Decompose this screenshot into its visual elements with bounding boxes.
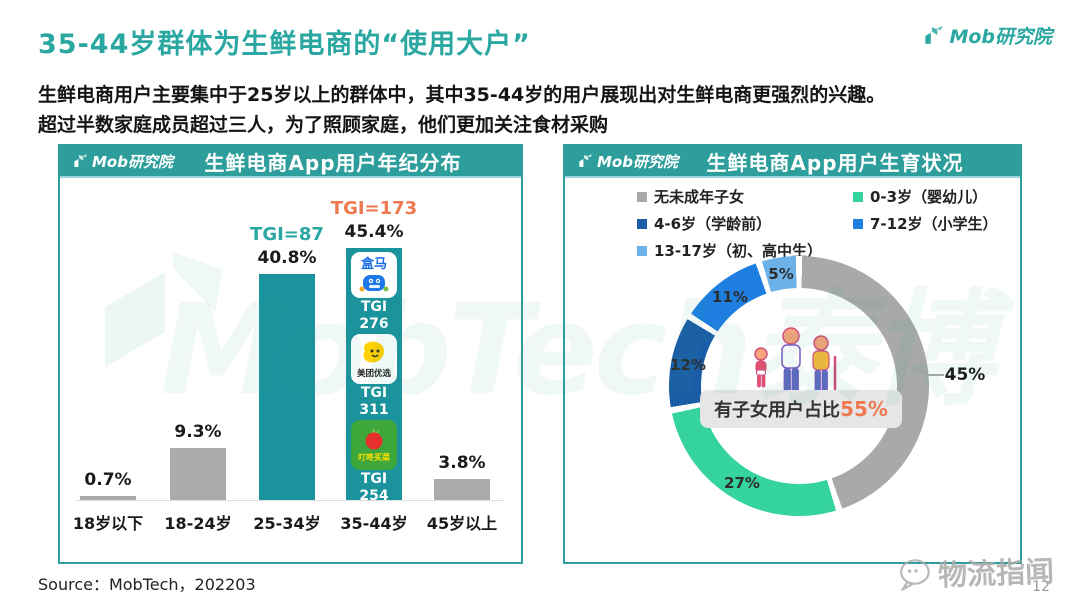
bar-group-35-44: TGI=173 45.4% 盒马 TGI 276 美团优选 TGI 311 (331, 198, 417, 500)
logistics-watermark-text: 物流指闻 (937, 554, 1055, 593)
bar-value-label: 0.7% (84, 470, 132, 490)
center-annotation-value: 55% (840, 397, 888, 421)
bar-value-label: 40.8% (257, 247, 317, 268)
x-tick-under18: 18岁以下 (72, 514, 144, 533)
legend-label: 0-3岁（婴幼儿） (870, 188, 988, 206)
legend-item-13-17: 13-17岁（初、高中生） (637, 240, 822, 261)
x-tick-35-44: 35-44岁 (340, 514, 408, 533)
legend-item-no-children: 无未成年子女 (637, 186, 822, 207)
legend-swatch-gray (637, 191, 647, 202)
left-chart-title: 生鲜电商App用户年纪分布 (204, 150, 462, 175)
bar-group-25-34: TGI=87 40.8% (249, 224, 325, 500)
right-panel-brand: Mob研究院 (577, 151, 678, 172)
slice-label-7-12: 11% (712, 288, 748, 306)
meituan-kangaroo-icon (363, 341, 385, 363)
slice-label-0-3: 27% (724, 474, 760, 492)
legend-swatch-green (853, 191, 863, 202)
legend-swatch-lightblue (637, 245, 647, 256)
subtitle-line-1: 生鲜电商用户主要集中于25岁以上的群体中，其中35-44岁的用户展现出对生鲜电商… (38, 84, 886, 106)
left-panel-brand-name: Mob研究院 (92, 152, 173, 171)
right-panel-brand-name: Mob研究院 (597, 152, 678, 171)
bar-under18 (80, 496, 136, 500)
hema-tgi-value: 276 (359, 316, 389, 333)
page-subtitle: 生鲜电商用户主要集中于25岁以上的群体中，其中35-44岁的用户展现出对生鲜电商… (38, 80, 1050, 141)
dingdong-tgi-value: 254 (359, 488, 389, 500)
legend-swatch-darkblue (637, 218, 647, 229)
bar-35-44: 盒马 TGI 276 美团优选 TGI 311 叮咚买菜 TGI (346, 248, 402, 500)
slice-label-13-17: 5% (768, 265, 794, 283)
donut-chart: 无未成年子女 4-6岁（学龄前） 13-17岁（初、高中生） 0-3岁（婴幼儿） (565, 178, 1020, 560)
logistics-watermark: 物流指闻 (897, 548, 1055, 595)
left-panel-header: Mob研究院 生鲜电商App用户年纪分布 (60, 146, 521, 178)
legend-label: 7-12岁（小学生） (870, 215, 998, 233)
legend-label: 13-17岁（初、高中生） (654, 242, 822, 260)
x-axis-line (76, 500, 505, 501)
meituan-tgi-title: TGI (360, 385, 388, 402)
dingdong-radish-icon (365, 428, 383, 450)
dingdong-app-icon: 叮咚买菜 (351, 420, 397, 471)
bar-value-label: 3.8% (438, 452, 486, 473)
hema-app-icon: 盒马 (351, 252, 397, 299)
legend-column-2: 0-3岁（婴幼儿） 7-12岁（小学生） (853, 186, 998, 234)
legend-item-4-6: 4-6岁（学龄前） (637, 213, 822, 234)
meituan-tgi-value: 311 (359, 402, 389, 419)
legend-item-7-12: 7-12岁（小学生） (853, 213, 998, 234)
family-icon (754, 327, 837, 397)
right-chart-title: 生鲜电商App用户生育状况 (706, 150, 964, 175)
source-note: Source：MobTech，202203 (38, 575, 256, 594)
hema-tgi-title: TGI (360, 299, 388, 316)
donut-hole (701, 288, 897, 484)
brand-logo: Mob研究院 (922, 22, 1052, 49)
dingdong-app-name: 叮咚买菜 (358, 453, 390, 463)
dingdong-tgi-title: TGI (360, 471, 388, 488)
mob-building-icon (925, 26, 944, 44)
age-distribution-panel: Mob研究院 生鲜电商App用户年纪分布 0.7% 9.3% TGI=87 40… (58, 144, 523, 564)
callout-leader-line (908, 374, 944, 376)
bar-group-18-24: 9.3% (160, 422, 236, 500)
bar-value-label: 45.4% (344, 222, 404, 243)
bar-chart: 0.7% 9.3% TGI=87 40.8% TGI=173 45.4% 盒马 (60, 178, 521, 560)
slice-label-no-children: 45% (944, 365, 986, 385)
parenting-status-panel: Mob研究院 生鲜电商App用户生育状况 无未成年子女 4-6岁（学龄前） 13… (563, 144, 1022, 564)
bar-group-under18: 0.7% (70, 470, 146, 500)
legend-label: 4-6岁（学龄前） (654, 215, 772, 233)
bar-18-24 (170, 448, 226, 500)
page-number: 12 (1032, 579, 1050, 595)
mob-building-icon (579, 154, 593, 167)
legend-label: 无未成年子女 (654, 188, 745, 206)
bar-group-over45: 3.8% (424, 453, 500, 500)
subtitle-line-2: 超过半数家庭成员超过三人，为了照顾家庭，他们更加关注食材采购 (38, 114, 609, 137)
x-tick-over45: 45岁以上 (426, 514, 498, 533)
center-annotation: 有子女用户占比 55% (700, 390, 902, 428)
meituan-app-name: 美团优选 (356, 368, 391, 379)
speech-bubble-icon (899, 559, 930, 591)
mob-building-icon (74, 154, 88, 167)
hema-hippo-icon (359, 274, 389, 292)
meituan-youxuan-app-icon: 美团优选 (351, 334, 397, 385)
bar-over45 (434, 478, 490, 500)
tgi-annotation-25-34: TGI=87 (250, 223, 324, 245)
hema-app-name: 盒马 (360, 256, 387, 272)
legend-item-0-3: 0-3岁（婴幼儿） (853, 186, 998, 207)
x-tick-18-24: 18-24岁 (164, 514, 232, 533)
brand-name: Mob研究院 (949, 26, 1052, 48)
bar-25-34 (259, 273, 315, 500)
left-panel-brand: Mob研究院 (72, 151, 173, 172)
tgi-annotation-35-44: TGI=173 (330, 198, 418, 220)
center-annotation-text: 有子女用户占比 (714, 400, 841, 421)
x-tick-25-34: 25-34岁 (253, 514, 321, 533)
bar-value-label: 9.3% (174, 422, 222, 443)
slice-label-4-6: 12% (670, 356, 706, 374)
legend-swatch-blue (853, 218, 863, 229)
legend-column-1: 无未成年子女 4-6岁（学龄前） 13-17岁（初、高中生） (637, 186, 822, 261)
right-panel-header: Mob研究院 生鲜电商App用户生育状况 (565, 146, 1020, 178)
page-title: 35-44岁群体为生鲜电商的“使用大户” (38, 29, 531, 60)
